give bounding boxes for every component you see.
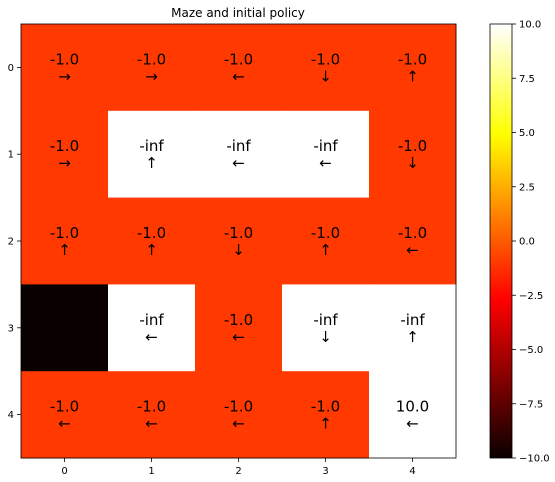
cell-value-1-3: -inf [313, 137, 338, 155]
cell-value-2-1: -1.0 [137, 224, 166, 242]
cell-value-2-2: -1.0 [224, 224, 253, 242]
colorbar-tick-label-4: 0.0 [519, 237, 535, 248]
y-tick-label-1: 1 [8, 150, 14, 161]
x-tick-label-0: 0 [61, 466, 67, 477]
heatmap-cell-1-0 [21, 110, 109, 199]
cell-arrow-2-0: ↑ [58, 241, 71, 259]
x-tick-label-2: 2 [235, 466, 241, 477]
cell-arrow-0-3: ↓ [319, 67, 332, 85]
cell-value-2-4: -1.0 [398, 224, 427, 242]
heatmap-cell-1-4 [369, 110, 457, 199]
cell-arrow-4-1: ← [145, 415, 158, 433]
y-tick-label-3: 3 [8, 323, 14, 334]
heatmap-cell-4-3 [282, 371, 370, 459]
heatmap-cell-3-3 [282, 284, 370, 372]
heatmap-cell-2-3 [282, 197, 370, 285]
cell-arrow-2-4: ← [406, 241, 419, 259]
cell-arrow-0-2: ← [232, 67, 245, 85]
cell-value-0-1: -1.0 [137, 50, 166, 68]
cell-value-4-4: 10.0 [396, 398, 429, 416]
cell-arrow-0-0: → [58, 67, 71, 85]
colorbar-tick-label-8: −10.0 [519, 454, 550, 465]
cell-arrow-1-1: ↑ [145, 154, 158, 172]
x-tick-label-1: 1 [148, 466, 154, 477]
cell-value-2-0: -1.0 [50, 224, 79, 242]
heatmap-cell-2-0 [21, 197, 109, 285]
cell-arrow-2-2: ↓ [232, 241, 245, 259]
colorbar [489, 23, 513, 459]
heatmap-cell-0-2 [195, 24, 283, 112]
cell-arrow-1-2: ← [232, 154, 245, 172]
heatmap-cell-1-3 [282, 110, 370, 199]
colorbar-tick-label-1: 7.5 [519, 74, 535, 85]
cell-value-0-0: -1.0 [50, 50, 79, 68]
heatmap-cell-3-2 [195, 284, 283, 372]
cell-arrow-2-3: ↑ [319, 241, 332, 259]
heatmap-cell-2-4 [369, 197, 457, 285]
y-tick-label-0: 0 [8, 63, 14, 74]
cell-arrow-4-4: ← [406, 415, 419, 433]
cell-value-3-4: -inf [400, 311, 425, 329]
cell-value-2-3: -1.0 [311, 224, 340, 242]
heatmap-cell-2-1 [108, 197, 196, 285]
colorbar-tick-label-0: 10.0 [519, 20, 541, 31]
heatmap-cell-1-2 [195, 110, 283, 199]
cell-arrow-1-3: ← [319, 154, 332, 172]
y-tick-label-4: 4 [8, 410, 14, 421]
cell-value-1-2: -inf [226, 137, 251, 155]
cell-value-0-2: -1.0 [224, 50, 253, 68]
heatmap-cell-0-0 [21, 24, 109, 112]
cell-arrow-3-3: ↓ [319, 328, 332, 346]
cell-arrow-0-1: → [145, 67, 158, 85]
x-tick-label-4: 4 [409, 466, 415, 477]
heatmap-cell-4-1 [108, 371, 196, 459]
y-tick-label-2: 2 [8, 237, 14, 248]
cell-value-4-0: -1.0 [50, 398, 79, 416]
cell-arrow-3-2: ← [232, 328, 245, 346]
colorbar-tick-label-3: 2.5 [519, 182, 535, 193]
cell-value-1-0: -1.0 [50, 137, 79, 155]
heatmap-cell-3-1 [108, 284, 196, 372]
cell-arrow-1-4: ↓ [406, 154, 419, 172]
colorbar-tick-label-2: 5.0 [519, 128, 535, 139]
heatmap-cell-4-4 [369, 371, 457, 459]
heatmap-cell-4-0 [21, 371, 109, 459]
cell-arrow-4-2: ← [232, 415, 245, 433]
cell-value-0-3: -1.0 [311, 50, 340, 68]
cell-value-4-2: -1.0 [224, 398, 253, 416]
cell-arrow-3-1: ← [145, 328, 158, 346]
cell-value-3-1: -inf [139, 311, 164, 329]
colorbar-tick-label-6: −5.0 [519, 345, 543, 356]
cell-arrow-2-1: ↑ [145, 241, 158, 259]
cell-value-4-3: -1.0 [311, 398, 340, 416]
x-tick-label-3: 3 [322, 466, 328, 477]
cell-value-3-3: -inf [313, 311, 338, 329]
cell-arrow-0-4: ↑ [406, 67, 419, 85]
heatmap-cell-3-4 [369, 284, 457, 372]
heatmap-cell-0-1 [108, 24, 196, 112]
cell-arrow-4-0: ← [58, 415, 71, 433]
cell-value-4-1: -1.0 [137, 398, 166, 416]
cell-value-3-2: -1.0 [224, 311, 253, 329]
chart-title: Maze and initial policy [171, 6, 305, 20]
cell-value-1-4: -1.0 [398, 137, 427, 155]
heatmap-cell-4-2 [195, 371, 283, 459]
colorbar-tick-label-5: −2.5 [519, 291, 543, 302]
colorbar-tick-label-7: −7.5 [519, 399, 543, 410]
heatmap-cell-1-1 [108, 110, 196, 199]
cell-value-0-4: -1.0 [398, 50, 427, 68]
heatmap-cell-0-4 [369, 24, 457, 112]
heatmap-cell-3-0 [21, 284, 109, 372]
cell-arrow-3-4: ↑ [406, 328, 419, 346]
cell-arrow-4-3: ↑ [319, 415, 332, 433]
heatmap-cell-0-3 [282, 24, 370, 112]
cell-arrow-1-0: → [58, 154, 71, 172]
cell-value-1-1: -inf [139, 137, 164, 155]
heatmap-cell-2-2 [195, 197, 283, 285]
